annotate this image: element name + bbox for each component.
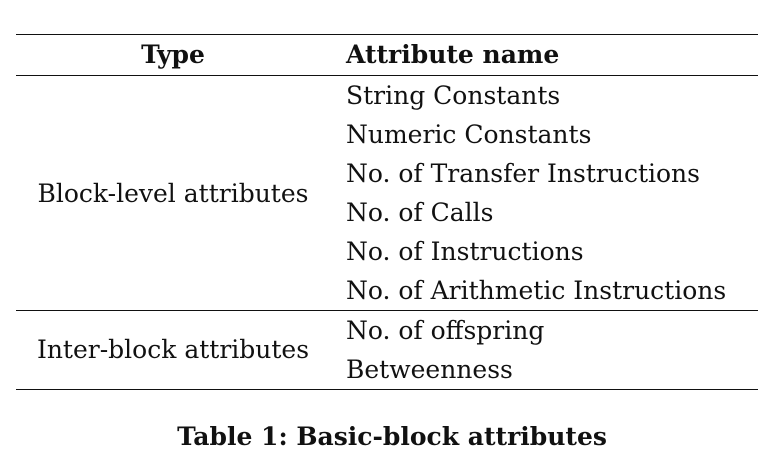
inter-block-attribute-list: No. of offspring Betweenness [346, 311, 544, 389]
table-top-rule [16, 34, 758, 35]
attribute-row: String Constants [346, 81, 561, 110]
attribute-row: No. of Transfer Instructions [346, 159, 700, 188]
attribute-row: No. of Instructions [346, 237, 584, 266]
attribute-row: No. of Arithmetic Instructions [346, 276, 727, 305]
attribute-row: Numeric Constants [346, 120, 592, 149]
table-bottom-rule [16, 389, 758, 390]
header-rule [16, 75, 758, 76]
table-caption: Table 1: Basic-block attributes [177, 422, 607, 451]
attribute-row: Betweenness [346, 355, 513, 384]
header-attribute-name: Attribute name [346, 40, 560, 69]
block-level-attribute-list: String Constants Numeric Constants No. o… [346, 76, 726, 310]
group-type-inter-block: Inter-block attributes [36, 335, 310, 364]
group-type-block-level: Block-level attributes [37, 179, 309, 208]
attribute-row: No. of offspring [346, 316, 545, 345]
header-type: Type [141, 40, 205, 69]
attribute-row: No. of Calls [346, 198, 494, 227]
group-separator-rule [16, 310, 758, 311]
